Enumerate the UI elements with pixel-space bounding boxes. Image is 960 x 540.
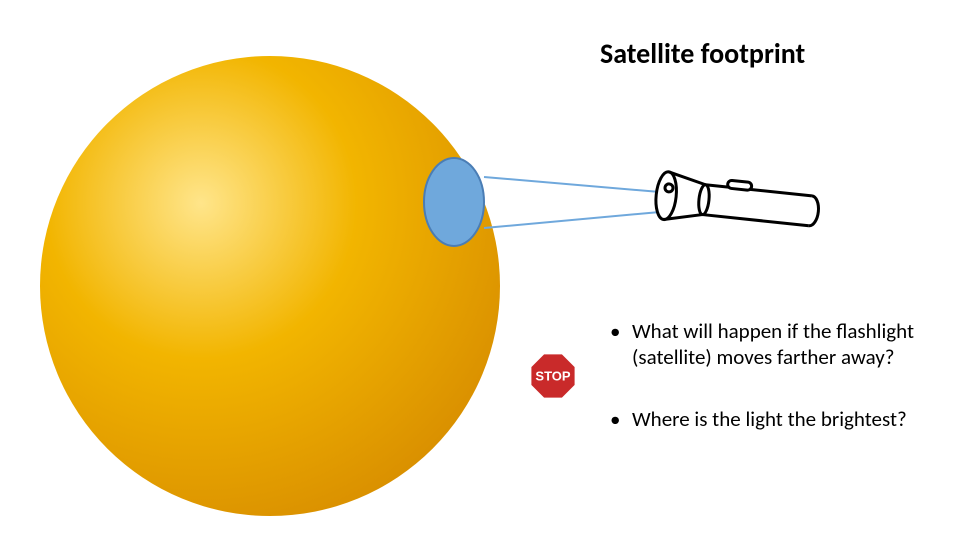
bullet-list: What will happen if the flashlight (sate… — [610, 318, 930, 468]
stop-sign-icon: STOP — [527, 350, 579, 402]
slide: { "title": { "text": "Satellite footprin… — [0, 0, 960, 540]
flashlight-collar — [697, 184, 710, 215]
bullet-item: Where is the light the brightest? — [610, 406, 930, 432]
flashlight-switch — [727, 180, 752, 190]
footprint-shape — [424, 158, 484, 246]
flashlight-icon — [645, 156, 845, 266]
flashlight-group — [654, 171, 821, 236]
flashlight-body-top — [706, 185, 812, 196]
flashlight-body-bottom — [702, 215, 808, 226]
flashlight-lens — [654, 171, 679, 221]
flashlight-bulb — [665, 184, 674, 193]
bullet-item: What will happen if the flashlight (sate… — [610, 318, 930, 370]
stop-text: STOP — [535, 369, 570, 384]
flashlight-endcap — [809, 196, 820, 227]
